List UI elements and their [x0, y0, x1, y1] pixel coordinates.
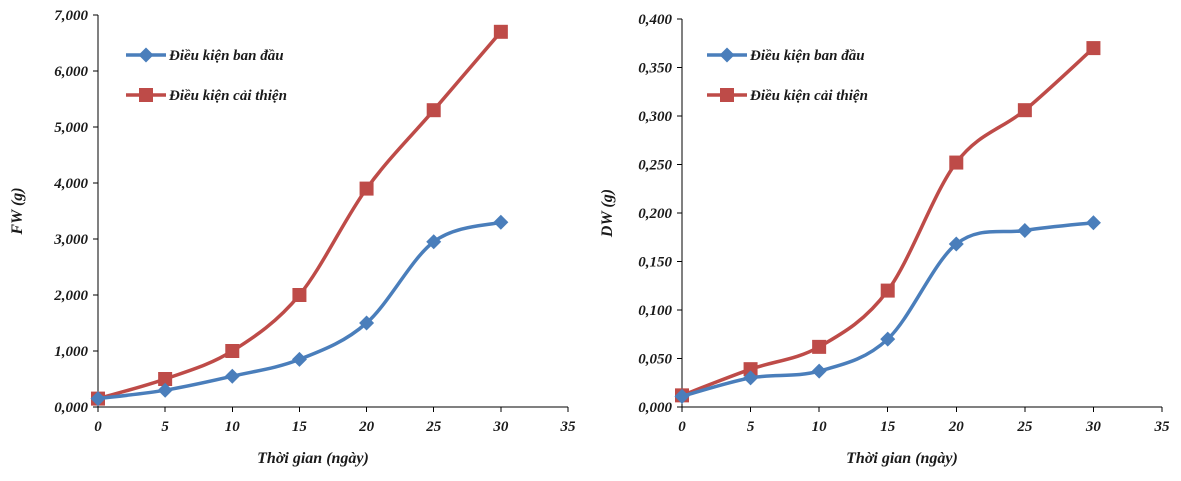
data-point-diamond [359, 315, 375, 331]
data-point-diamond [224, 368, 240, 384]
data-point-square [359, 181, 374, 196]
x-tick-label: 15 [880, 419, 896, 435]
x-tick-label: 25 [1016, 419, 1033, 435]
data-point-diamond [811, 363, 827, 379]
x-axis-title: Thời gian (ngày) [257, 450, 369, 467]
data-point-square [949, 155, 964, 170]
x-tick-label: 5 [747, 419, 755, 435]
data-point-diamond [1017, 222, 1033, 238]
data-point-diamond [948, 236, 964, 252]
x-tick-label: 35 [1154, 419, 1171, 435]
data-point-diamond [157, 382, 173, 398]
y-tick-label: 7,000 [54, 8, 88, 24]
legend-label: Điều kiện ban đầu [168, 48, 284, 64]
data-point-square [225, 344, 240, 358]
y-tick-label: 0,400 [638, 12, 672, 28]
y-tick-label: 0,300 [638, 109, 672, 125]
data-point-square [426, 103, 441, 118]
data-point-diamond [291, 351, 307, 367]
data-point-diamond [90, 391, 106, 407]
data-point-square [1086, 41, 1101, 56]
data-point-square [158, 372, 173, 386]
x-axis-title: Thời gian (ngày) [846, 450, 958, 467]
data-point-square [1017, 103, 1032, 118]
y-axis-title: DW (g) [599, 189, 616, 238]
x-tick-label: 20 [948, 419, 965, 435]
data-point-diamond [1085, 215, 1101, 231]
x-tick-label: 25 [425, 419, 442, 435]
legend-marker-diamond [719, 47, 735, 63]
legend-marker-square [720, 88, 734, 102]
y-tick-label: 5,000 [54, 120, 88, 136]
y-tick-label: 0,000 [54, 400, 88, 416]
x-tick-label: 10 [225, 419, 241, 435]
x-tick-label: 0 [678, 419, 686, 435]
legend-marker-square [139, 88, 153, 102]
x-tick-label: 30 [1085, 419, 1102, 435]
data-point-square [743, 362, 758, 377]
x-tick-label: 0 [94, 419, 102, 435]
legend-label: Điều kiện cải thiện [168, 88, 287, 104]
x-tick-label: 10 [812, 419, 828, 435]
data-point-diamond [743, 370, 759, 386]
data-point-diamond [493, 214, 509, 230]
dw-chart-svg: 0,000 0,050 0,100 0,150 0,200 0,250 0,300 0,350… [599, 12, 1171, 467]
y-tick-label: 4,000 [53, 176, 88, 192]
y-tick-label: 0,250 [638, 158, 672, 174]
x-tick-label: 5 [161, 419, 169, 435]
y-tick-label: 1,000 [54, 344, 88, 360]
y-tick-label: 0,100 [638, 303, 672, 319]
x-tick-label: 30 [492, 419, 509, 435]
data-point-square [493, 24, 508, 39]
data-point-square [292, 288, 307, 302]
series-line-1 [97, 30, 503, 401]
legend-label: Điều kiện ban đầu [749, 48, 865, 64]
x-tick-label: 35 [560, 419, 577, 435]
y-axis-title: FW (g) [9, 187, 26, 235]
legend-marker-diamond [138, 47, 154, 63]
fw-chart-svg: 0,000 1,000 2,000 3,000 4,000 5,000 6,000 7,000… [9, 8, 577, 467]
y-tick-label: 2,000 [53, 288, 88, 304]
data-point-diamond [880, 331, 896, 347]
y-tick-label: 3,000 [53, 232, 88, 248]
data-point-diamond [426, 234, 442, 250]
dw-chart: 0,000 0,050 0,100 0,150 0,200 0,250 0,300 0,350… [590, 0, 1181, 481]
y-tick-label: 0,000 [638, 400, 672, 416]
x-tick-label: 15 [292, 419, 308, 435]
legend-label: Điều kiện cải thiện [749, 88, 868, 104]
y-tick-label: 6,000 [54, 64, 88, 80]
y-tick-label: 0,150 [638, 255, 672, 271]
data-point-square [880, 283, 895, 298]
data-point-square [812, 339, 827, 354]
data-point-diamond [674, 388, 690, 404]
y-tick-label: 0,050 [638, 352, 672, 368]
y-tick-label: 0,200 [638, 206, 672, 222]
x-tick-label: 20 [358, 419, 375, 435]
y-tick-label: 0,350 [638, 61, 672, 77]
fw-chart: 0,000 1,000 2,000 3,000 4,000 5,000 6,000 7,000… [0, 0, 590, 481]
